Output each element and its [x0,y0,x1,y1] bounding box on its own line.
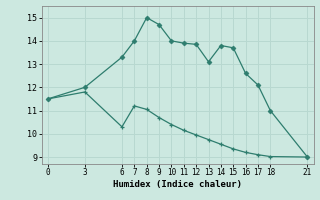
X-axis label: Humidex (Indice chaleur): Humidex (Indice chaleur) [113,180,242,189]
